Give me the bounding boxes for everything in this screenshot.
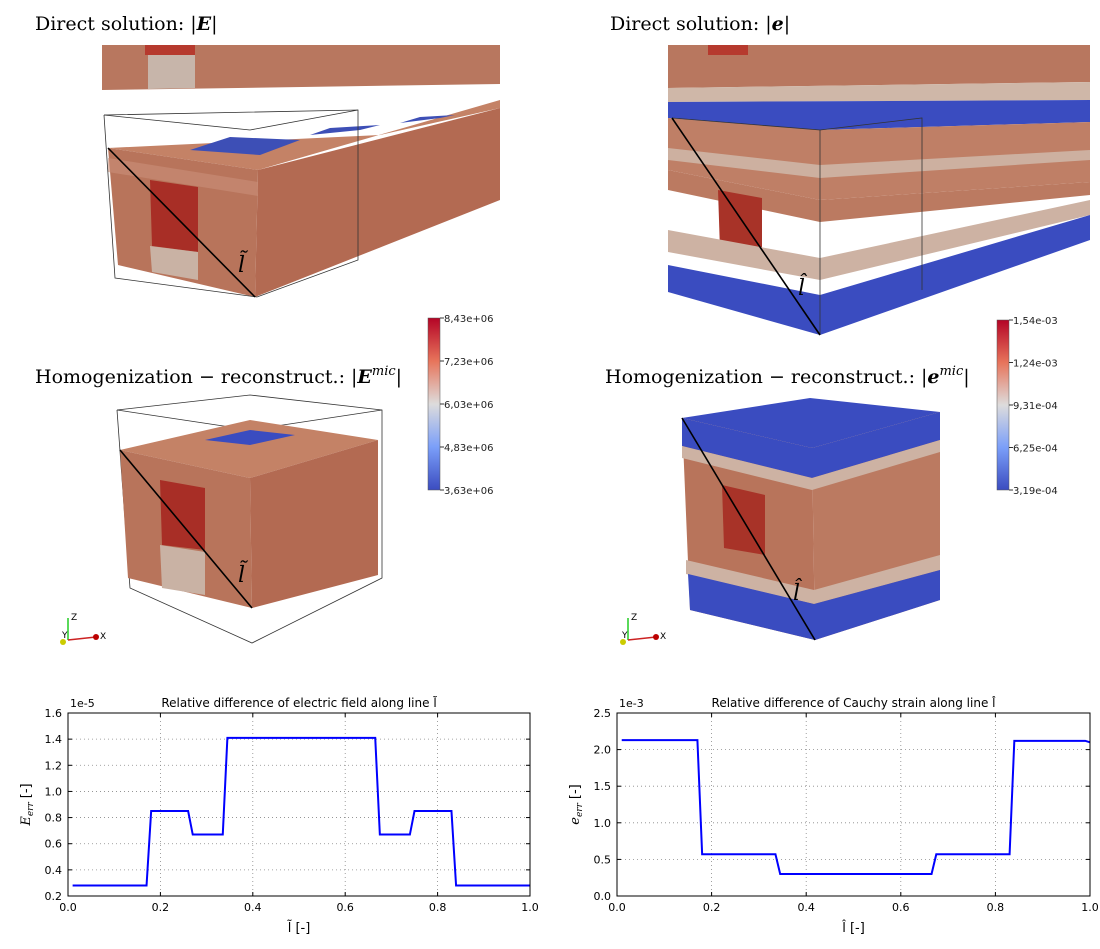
axis-label: X	[660, 632, 666, 642]
title-symbol: e	[927, 366, 939, 388]
colorbar-tick-label: 3,19e-04	[1013, 486, 1058, 497]
abs-close: |	[396, 366, 402, 388]
y-tick-label: 0.6	[45, 838, 63, 851]
panel-title: Homogenization − reconstruct.:|emic|	[605, 364, 970, 388]
colorbar-tick-label: 3,63e+06	[444, 486, 494, 497]
abs-close: |	[963, 366, 969, 388]
x-tick-label: 0.8	[987, 901, 1005, 914]
y-tick-label: 0.5	[594, 853, 612, 866]
panel-title: Direct solution:|E|	[35, 13, 218, 35]
y-label-unit: [-]	[568, 784, 583, 799]
x-tick-label: 0.2	[703, 901, 721, 914]
colorbar	[428, 318, 440, 490]
axis-x	[628, 637, 656, 640]
x-tick-label: 1.0	[521, 901, 539, 914]
title-symbol: E	[356, 366, 372, 388]
render-direct-E	[102, 45, 500, 297]
y-tick-label: 1.0	[45, 785, 63, 798]
y-axis-label: eerr[-]	[568, 784, 585, 824]
x-tick-label: 0.6	[336, 901, 354, 914]
panel-title: Direct solution:|e|	[610, 13, 790, 35]
title-symbol: E	[196, 13, 212, 35]
x-axis-label: l̃ [-]	[287, 921, 311, 936]
title-prefix: Direct solution:	[35, 13, 184, 35]
y-tick-label: 1.2	[45, 759, 63, 772]
data-line	[622, 740, 1090, 874]
axis-label: X	[100, 632, 106, 642]
axis-label: Z	[71, 613, 77, 623]
colorbar	[997, 320, 1009, 490]
axis-label: Y	[621, 631, 628, 641]
colorbar-tick-label: 9,31e-04	[1013, 401, 1058, 412]
y-tick-label: 0.8	[45, 812, 63, 825]
y-tick-label: 1.5	[594, 780, 612, 793]
x-tick-label: 0.2	[152, 901, 170, 914]
render-homog-e	[682, 398, 940, 640]
title-prefix: Homogenization − reconstruct.:	[605, 366, 915, 388]
y-label-unit: [-]	[19, 783, 34, 798]
axis-x	[68, 637, 96, 640]
colorbar-tick-label: 1,24e-03	[1013, 359, 1058, 370]
x-tick-label: 0.0	[608, 901, 626, 914]
title-superscript: mic	[939, 364, 963, 379]
x-tick-label: 0.6	[892, 901, 910, 914]
y-label-subscript: err	[26, 802, 36, 817]
axis-x-dot	[653, 634, 659, 640]
x-tick-label: 0.0	[59, 901, 77, 914]
chart-title: Relative difference of electric field al…	[161, 696, 437, 710]
y-tick-label: 1.4	[45, 733, 63, 746]
x-tick-label: 0.4	[797, 901, 815, 914]
abs-close: |	[784, 13, 790, 35]
title-symbol: e	[772, 13, 784, 35]
chart-title: Relative difference of Cauchy strain alo…	[712, 696, 996, 710]
figure: Direct solution:|E|l̃Direct solution:|e|…	[0, 0, 1100, 949]
x-tick-label: 1.0	[1081, 901, 1099, 914]
x-tick-label: 0.4	[244, 901, 262, 914]
offset-text: 1e-5	[70, 697, 95, 710]
axis-label: Z	[631, 613, 637, 623]
colorbar-tick-label: 4,83e+06	[444, 443, 494, 454]
y-tick-label: 1.0	[594, 817, 612, 830]
colorbar-tick-label: 7,23e+06	[444, 357, 494, 368]
y-tick-label: 0.4	[45, 864, 63, 877]
y-label-subscript: err	[575, 802, 585, 817]
plot-frame	[68, 713, 530, 896]
data-line	[73, 738, 530, 886]
x-tick-label: 0.8	[429, 901, 447, 914]
y-tick-label: 2.0	[594, 744, 612, 757]
panel-title: Homogenization − reconstruct.:|Emic|	[35, 364, 402, 388]
title-superscript: mic	[372, 364, 396, 379]
y-label-symbol: E	[19, 816, 34, 827]
title-prefix: Direct solution:	[610, 13, 759, 35]
colorbar-tick-label: 6,25e-04	[1013, 444, 1058, 455]
abs-close: |	[211, 13, 217, 35]
render-homog-E	[117, 395, 382, 643]
colorbar-tick-label: 6,03e+06	[444, 400, 494, 411]
x-axis-label: l̂ [-]	[841, 921, 865, 936]
axis-label: Y	[61, 631, 68, 641]
offset-text: 1e-3	[619, 697, 644, 710]
title-prefix: Homogenization − reconstruct.:	[35, 366, 345, 388]
render-direct-e	[668, 45, 1090, 335]
colorbar-tick-label: 1,54e-03	[1013, 316, 1058, 327]
y-tick-label: 2.5	[594, 707, 612, 720]
axis-x-dot	[93, 634, 99, 640]
y-tick-label: 1.6	[45, 707, 63, 720]
y-axis-label: Eerr [-]	[19, 783, 36, 826]
colorbar-tick-label: 8,43e+06	[444, 314, 494, 325]
